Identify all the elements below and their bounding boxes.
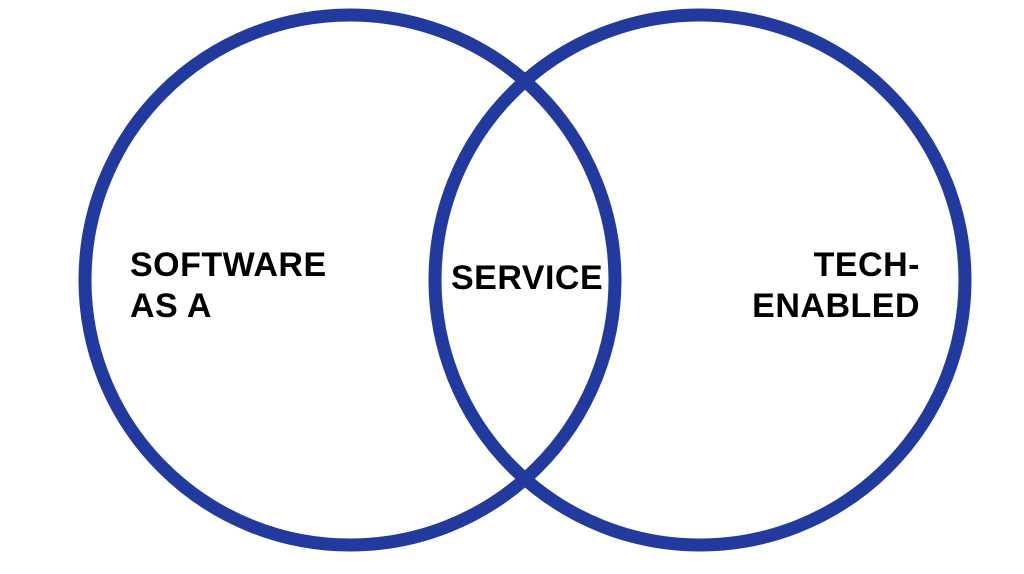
label-right: TECH- ENABLED bbox=[752, 245, 920, 327]
label-left-line1: SOFTWARE bbox=[130, 245, 327, 286]
venn-diagram: SOFTWARE AS A SERVICE TECH- ENABLED bbox=[0, 0, 1024, 569]
label-right-line1: TECH- bbox=[752, 245, 920, 286]
label-center: SERVICE bbox=[451, 258, 603, 299]
label-right-line2: ENABLED bbox=[752, 286, 920, 327]
label-left: SOFTWARE AS A bbox=[130, 245, 327, 327]
label-left-line2: AS A bbox=[130, 286, 327, 327]
